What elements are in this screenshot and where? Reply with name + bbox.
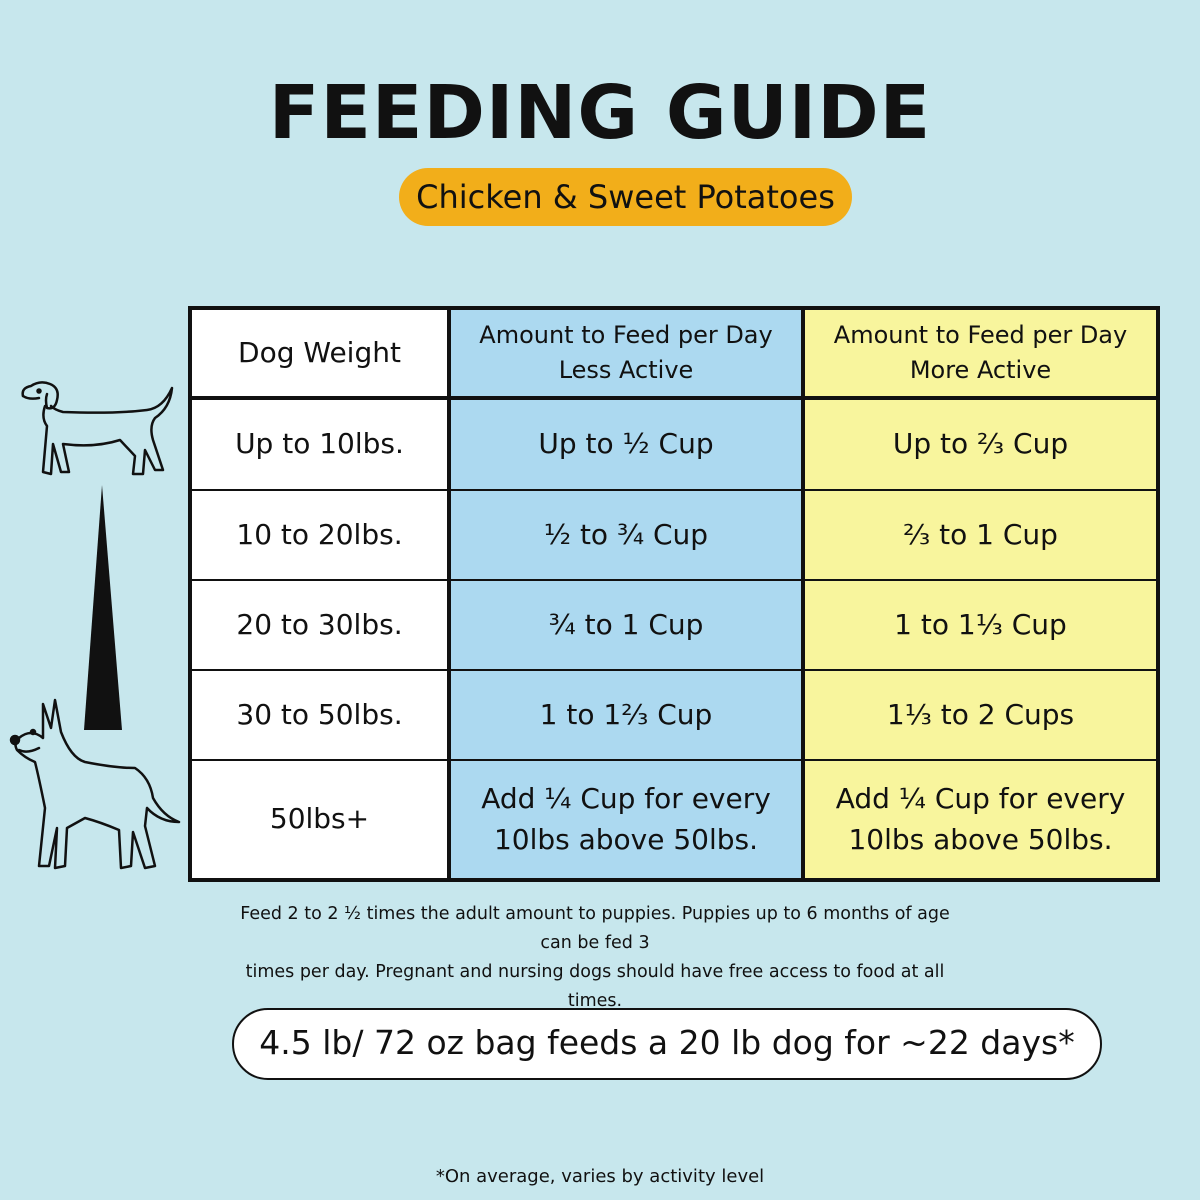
more-active-cell: Up to ⅔ Cup [802, 396, 1159, 492]
less-active-cell: Up to ½ Cup [447, 396, 805, 492]
table-header-row: Dog Weight Amount to Feed per Day Less Ac… [189, 307, 1159, 399]
less-active-cell: 1 to 1⅔ Cup [447, 669, 805, 761]
more-active-cell: 1 to 1⅓ Cup [802, 579, 1159, 672]
header-dog-weight: Dog Weight [189, 307, 450, 399]
table-row: 30 to 50lbs. 1 to 1⅔ Cup 1⅓ to 2 Cups [189, 669, 1159, 761]
weight-cell: 10 to 20lbs. [189, 489, 450, 582]
table-row: Up to 10lbs. Up to ½ Cup Up to ⅔ Cup [189, 396, 1159, 492]
less-active-cell: ½ to ¾ Cup [447, 489, 805, 582]
large-dog-icon [9, 698, 181, 870]
bag-info-box: 4.5 lb/ 72 oz bag feeds a 20 lb dog for … [232, 1008, 1102, 1080]
feeding-table: Dog Weight Amount to Feed per Day Less Ac… [188, 306, 1160, 882]
footnote: *On average, varies by activity level [435, 1166, 765, 1187]
less-line2: 10lbs above 50lbs. [493, 822, 759, 856]
more-active-cell: 1⅓ to 2 Cups [802, 669, 1159, 761]
table-row: 10 to 20lbs. ½ to ¾ Cup ⅔ to 1 Cup [189, 489, 1159, 582]
less-active-cell: ¾ to 1 Cup [447, 579, 805, 672]
weight-cell: Up to 10lbs. [189, 396, 450, 492]
less-active-cell: Add ¼ Cup for every 10lbs above 50lbs. [447, 759, 805, 881]
header-more-line1: Amount to Feed per Day [833, 321, 1128, 350]
page-title: FEEDING GUIDE [268, 70, 932, 156]
note-line2: times per day. Pregnant and nursing dogs… [245, 962, 945, 1011]
less-line1: Add ¼ Cup for every [481, 781, 771, 815]
weight-cell: 30 to 50lbs. [189, 669, 450, 761]
header-less-active: Amount to Feed per Day Less Active [447, 307, 805, 399]
small-dog-icon [21, 381, 174, 476]
header-more-line2: More Active [909, 356, 1052, 384]
weight-cell: 20 to 30lbs. [189, 579, 450, 672]
size-scale-wedge-icon [84, 485, 122, 730]
weight-cell: 50lbs+ [189, 759, 450, 881]
table-row: 50lbs+ Add ¼ Cup for every 10lbs above 50… [189, 759, 1159, 881]
recipe-badge: Chicken & Sweet Potatoes [399, 168, 852, 226]
more-line1: Add ¼ Cup for every [835, 781, 1126, 815]
more-active-cell: Add ¼ Cup for every 10lbs above 50lbs. [802, 759, 1159, 881]
more-active-cell: ⅔ to 1 Cup [802, 489, 1159, 582]
header-less-line2: Less Active [558, 356, 694, 384]
more-line2: 10lbs above 50lbs. [848, 822, 1113, 856]
header-less-line1: Amount to Feed per Day [479, 321, 773, 350]
puppy-note: Feed 2 to 2 ½ times the adult amount to … [230, 900, 960, 1016]
table-row: 20 to 30lbs. ¾ to 1 Cup 1 to 1⅓ Cup [189, 579, 1159, 672]
note-line1: Feed 2 to 2 ½ times the adult amount to … [240, 904, 950, 953]
header-more-active: Amount to Feed per Day More Active [802, 307, 1159, 399]
